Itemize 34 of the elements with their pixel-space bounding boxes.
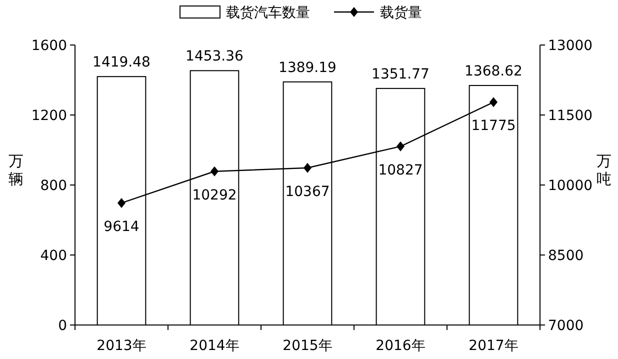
point xyxy=(210,166,218,176)
y2-tick-label: 7000 xyxy=(548,318,584,334)
x-tick-label: 2017年 xyxy=(468,338,518,354)
y2-tick-label: 10000 xyxy=(548,178,593,194)
data-label: 10292 xyxy=(192,187,237,204)
y-tick-label: 800 xyxy=(40,178,67,194)
data-label: 1389.19 xyxy=(278,60,336,76)
data-label: 10367 xyxy=(285,184,330,200)
y-tick-label: 1200 xyxy=(31,108,67,124)
legend-label: 载货量 xyxy=(380,5,422,21)
y2-tick-label: 11500 xyxy=(548,108,593,124)
x-tick-label: 2014年 xyxy=(190,338,240,354)
point xyxy=(490,97,498,108)
y-tick-label: 400 xyxy=(40,248,67,264)
data-label: 1351.77 xyxy=(372,66,430,82)
x-tick-label: 2013年 xyxy=(96,338,146,354)
data-label: 11775 xyxy=(471,118,516,134)
point xyxy=(396,141,404,152)
data-label: 9614 xyxy=(104,219,140,236)
point xyxy=(304,162,312,173)
y-axis-title: 万辆 xyxy=(8,152,24,188)
point xyxy=(118,198,126,208)
y2-tick-label: 8500 xyxy=(548,248,584,264)
data-label: 1368.62 xyxy=(464,63,522,80)
data-label: 1453.36 xyxy=(186,48,244,65)
y2-axis-title: 万吨 xyxy=(596,152,612,188)
data-label: 1419.48 xyxy=(92,54,150,71)
data-label: 10827 xyxy=(378,162,423,178)
x-tick-label: 2015年 xyxy=(282,338,332,354)
y2-tick-label: 13000 xyxy=(548,38,593,54)
y-tick-label: 1600 xyxy=(31,38,67,54)
y-tick-label: 0 xyxy=(58,318,67,334)
x-tick-label: 2016年 xyxy=(376,338,426,354)
legend-label: 载货汽车数量 xyxy=(226,5,310,21)
